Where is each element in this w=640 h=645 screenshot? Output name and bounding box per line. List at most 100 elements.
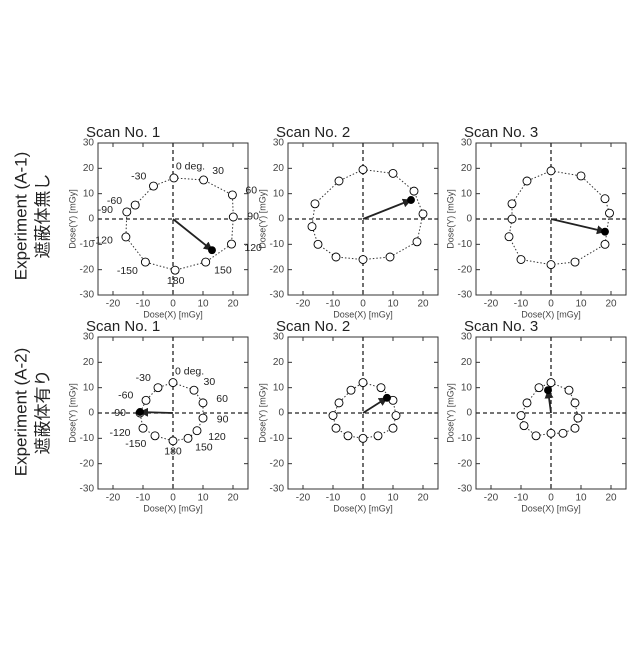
- chart-title: Scan No. 2: [276, 318, 350, 335]
- data-point: [389, 169, 397, 177]
- y-tick-label: 30: [461, 332, 473, 343]
- y-tick-label: -10: [80, 433, 95, 444]
- angle-label: 180: [167, 275, 185, 287]
- data-point: [601, 195, 609, 203]
- y-tick-label: -20: [80, 264, 95, 275]
- data-point: [123, 208, 131, 216]
- y-tick-label: 10: [461, 382, 473, 393]
- data-point: [571, 424, 579, 432]
- vector-arrow: [173, 219, 212, 250]
- scan-path: [312, 170, 423, 260]
- x-axis-label: Dose(X) [mGy]: [521, 503, 581, 513]
- data-point: [508, 200, 516, 208]
- data-point: [523, 399, 531, 407]
- data-point: [571, 399, 579, 407]
- x-axis-label: Dose(X) [mGy]: [143, 503, 203, 513]
- angle-label: -60: [107, 195, 122, 207]
- angle-label: 60: [216, 393, 228, 405]
- x-tick-label: -20: [106, 299, 121, 310]
- y-tick-label: -20: [270, 458, 285, 469]
- y-axis-label: Dose(Y) [mGy]: [67, 189, 77, 249]
- data-point: [419, 210, 427, 218]
- x-tick-label: 10: [575, 493, 587, 504]
- y-tick-label: 0: [88, 408, 94, 419]
- angle-label: 60: [245, 185, 257, 197]
- data-point: [547, 379, 555, 387]
- angle-label: 30: [203, 376, 215, 388]
- x-tick-label: 10: [197, 493, 209, 504]
- data-point: [202, 258, 210, 266]
- angle-label: 150: [195, 442, 213, 454]
- data-point: [139, 424, 147, 432]
- data-point: [142, 396, 150, 404]
- x-tick-label: 20: [227, 299, 239, 310]
- y-tick-label: -30: [458, 290, 473, 301]
- angle-label: -120: [109, 427, 130, 439]
- y-axis-label: Dose(Y) [mGy]: [257, 189, 267, 249]
- y-tick-label: -20: [458, 264, 473, 275]
- row-sublabel: 遮蔽体有り: [33, 370, 52, 455]
- data-point: [523, 177, 531, 185]
- angle-label: 0 deg.: [176, 161, 205, 173]
- y-tick-label: -10: [270, 239, 285, 250]
- data-point: [347, 386, 355, 394]
- data-point: [190, 386, 198, 394]
- data-point: [559, 429, 567, 437]
- data-point: [359, 256, 367, 264]
- figure: Experiment (A-1) 遮蔽体無し Experiment (A-2) …: [0, 0, 640, 640]
- scan-path: [509, 171, 610, 265]
- x-tick-label: 20: [605, 299, 617, 310]
- y-tick-label: 10: [83, 188, 95, 199]
- angle-label: -150: [125, 438, 146, 450]
- x-tick-label: 0: [170, 299, 176, 310]
- data-point: [532, 432, 540, 440]
- y-tick-label: 0: [278, 408, 284, 419]
- x-tick-label: -10: [326, 493, 341, 504]
- x-tick-label: 0: [360, 299, 366, 310]
- data-point: [229, 213, 237, 221]
- y-tick-label: -30: [458, 484, 473, 495]
- x-tick-label: 20: [605, 493, 617, 504]
- y-tick-label: -10: [458, 239, 473, 250]
- data-point: [332, 424, 340, 432]
- data-point: [193, 427, 201, 435]
- data-point: [154, 384, 162, 392]
- y-axis-label: Dose(Y) [mGy]: [67, 383, 77, 443]
- data-point: [535, 384, 543, 392]
- angle-label: 150: [214, 265, 232, 277]
- y-tick-label: 30: [273, 332, 285, 343]
- data-point: [571, 258, 579, 266]
- data-point: [170, 174, 178, 182]
- data-point: [199, 399, 207, 407]
- data-point: [392, 412, 400, 420]
- data-point: [359, 434, 367, 442]
- data-point: [335, 177, 343, 185]
- y-tick-label: 0: [466, 408, 472, 419]
- data-point: [606, 209, 614, 217]
- y-axis-label: Dose(Y) [mGy]: [257, 383, 267, 443]
- data-point: [200, 176, 208, 184]
- angle-label: -60: [118, 389, 133, 401]
- y-tick-label: 10: [273, 188, 285, 199]
- y-tick-label: 30: [83, 138, 95, 149]
- chart-title: Scan No. 3: [464, 124, 538, 141]
- chart-title: Scan No. 3: [464, 318, 538, 335]
- chart-title: Scan No. 2: [276, 124, 350, 141]
- x-tick-label: 20: [417, 299, 429, 310]
- x-tick-label: 10: [387, 493, 399, 504]
- data-point: [335, 399, 343, 407]
- y-tick-label: 20: [83, 357, 95, 368]
- data-point: [137, 408, 144, 415]
- x-tick-label: -20: [484, 493, 499, 504]
- data-point: [374, 432, 382, 440]
- data-point: [574, 414, 582, 422]
- y-tick-label: 20: [273, 357, 285, 368]
- y-tick-label: -10: [458, 433, 473, 444]
- data-point: [547, 261, 555, 269]
- x-tick-label: -10: [136, 299, 151, 310]
- y-tick-label: -20: [458, 458, 473, 469]
- data-point: [410, 187, 418, 195]
- x-tick-label: -10: [136, 493, 151, 504]
- x-tick-label: -10: [326, 299, 341, 310]
- chart-title: Scan No. 1: [86, 124, 160, 141]
